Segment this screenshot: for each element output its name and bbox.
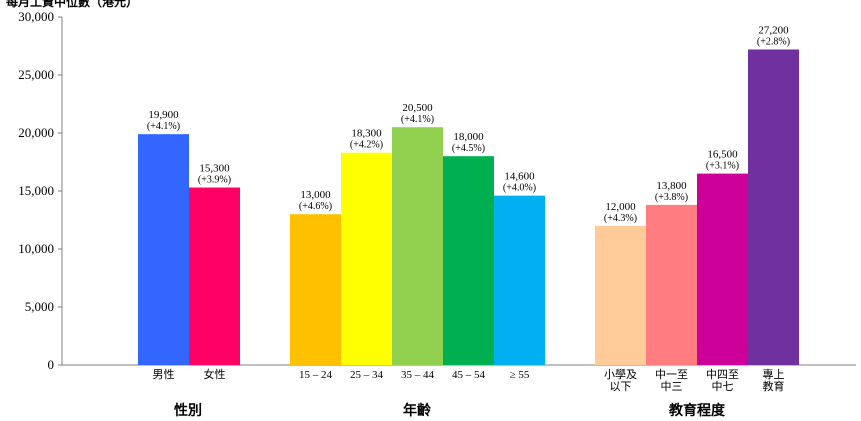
bar [138, 134, 189, 365]
bar [189, 187, 240, 365]
data-label-value: 15,300 [199, 163, 230, 175]
group-title: 性別 [174, 402, 202, 419]
data-label-change: (+2.8%) [757, 36, 790, 47]
category-labels: 男性 女性 15 – 24 25 – 34 35 – 44 45 – 54 ≥ 55 小學及以… [153, 367, 785, 393]
bar [646, 204, 697, 365]
y-tick-label: 0 [48, 357, 55, 372]
data-label-value: 13,000 [300, 189, 331, 201]
data-label-change: (+4.2%) [350, 140, 383, 151]
category-label: 女性 [204, 367, 226, 381]
y-tick-label: 30,000 [18, 9, 54, 24]
data-label-value: 18,300 [351, 128, 382, 140]
data-label-change: (+4.1%) [401, 114, 434, 125]
data-label-change: (+4.0%) [503, 183, 536, 194]
data-label-change: (+4.6%) [299, 201, 332, 212]
category-label: 中一至 [655, 368, 688, 381]
bar [494, 195, 545, 365]
category-label: 小學及 [604, 368, 637, 381]
data-label-value: 19,900 [148, 109, 179, 121]
data-label-change: (+4.5%) [452, 143, 485, 154]
bar [443, 156, 494, 365]
bar [595, 225, 646, 365]
data-label-value: 27,200 [758, 24, 789, 36]
y-tick-label: 10,000 [18, 241, 54, 256]
data-label-value: 12,000 [605, 201, 636, 213]
category-label: 以下 [610, 381, 632, 393]
category-label: 35 – 44 [401, 369, 435, 381]
category-label: 25 – 34 [350, 369, 384, 381]
bar [392, 127, 443, 365]
group-title: 教育程度 [669, 402, 726, 419]
y-tick-label: 25,000 [18, 67, 54, 82]
data-label-value: 18,000 [453, 131, 484, 143]
data-label-change: (+3.9%) [198, 175, 231, 186]
category-label: ≥ 55 [510, 369, 530, 381]
data-labels: 19,900(+4.1%)15,300(+3.9%)13,000(+4.6%)1… [147, 24, 790, 223]
data-label-change: (+4.1%) [147, 121, 180, 132]
category-label: 15 – 24 [299, 369, 333, 381]
y-tick-label: 20,000 [18, 125, 54, 140]
group-title: 年齡 [403, 402, 431, 419]
bar [341, 152, 392, 365]
category-label: 中七 [712, 380, 734, 393]
bar [290, 214, 341, 365]
data-label-change: (+3.1%) [706, 161, 739, 172]
category-label: 中三 [661, 380, 683, 393]
bar [748, 49, 799, 365]
y-tick-label: 15,000 [18, 183, 54, 198]
data-label-change: (+4.3%) [604, 213, 637, 224]
data-label-value: 16,500 [707, 149, 738, 161]
data-label-change: (+3.8%) [655, 192, 688, 203]
category-label: 45 – 54 [452, 369, 486, 381]
data-label-value: 14,600 [504, 171, 535, 183]
y-axis-title: 每月工資中位數（港元） [6, 0, 138, 9]
category-label: 教育 [763, 379, 785, 393]
category-label: 專上 [763, 368, 785, 381]
bar [697, 173, 748, 365]
y-tick-label: 5,000 [25, 299, 54, 314]
data-label-value: 13,800 [656, 180, 687, 192]
category-label: 中四至 [706, 368, 739, 381]
data-label-value: 20,500 [402, 102, 433, 114]
group-titles: 性別 年齡 教育程度 [174, 402, 726, 419]
category-label: 男性 [153, 367, 175, 381]
bars [138, 49, 799, 365]
